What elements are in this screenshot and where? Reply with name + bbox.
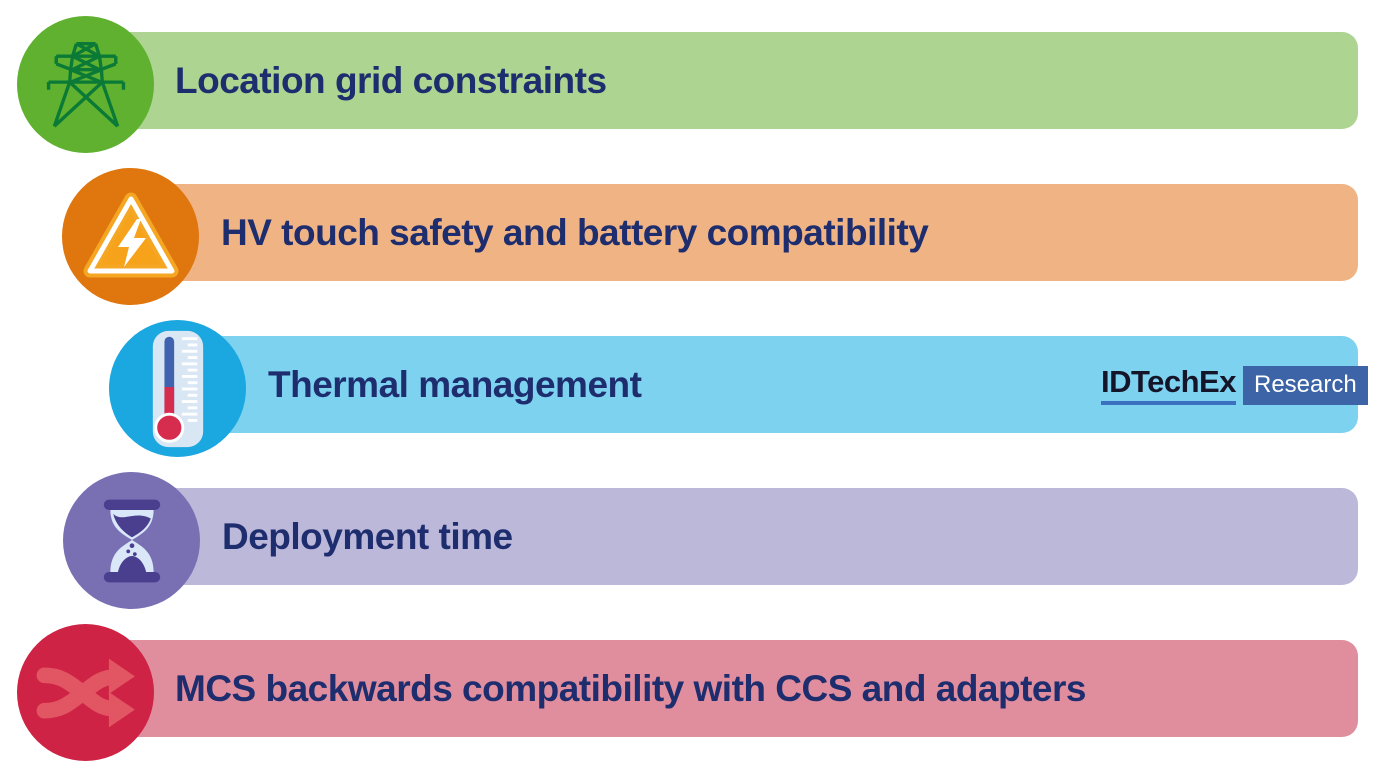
bar-label: Thermal management [268, 363, 642, 405]
bar-location-grid-constraints: Location grid constraints [85, 32, 1358, 129]
idtechex-logo-text: IDTechEx [1101, 366, 1236, 405]
idtechex-logo: IDTechEx Research [1101, 366, 1368, 405]
shuffle-arrows-icon [17, 624, 154, 761]
thermometer-icon [109, 320, 246, 457]
bar-label: MCS backwards compatibility with CCS and… [175, 667, 1086, 709]
high-voltage-warning-icon [62, 168, 199, 305]
bar-label: Location grid constraints [175, 59, 607, 101]
bar-deployment-time: Deployment time [132, 488, 1358, 585]
idtechex-research-badge: Research [1242, 366, 1368, 405]
hourglass-glyph [103, 499, 160, 582]
high-voltage-warning-glyph [83, 192, 178, 277]
shuffle-arrows-glyph [36, 658, 135, 727]
bar-label: Deployment time [222, 515, 513, 557]
transmission-tower-glyph [46, 41, 125, 128]
bar-thermal-management: Thermal management [178, 336, 1358, 433]
hourglass-icon [63, 472, 200, 609]
bar-hv-touch-safety: HV touch safety and battery compatibilit… [131, 184, 1358, 281]
bar-mcs-backwards-compatibility: MCS backwards compatibility with CCS and… [85, 640, 1358, 737]
transmission-tower-icon [17, 16, 154, 153]
bar-label: HV touch safety and battery compatibilit… [221, 211, 929, 253]
thermometer-glyph [152, 330, 203, 447]
